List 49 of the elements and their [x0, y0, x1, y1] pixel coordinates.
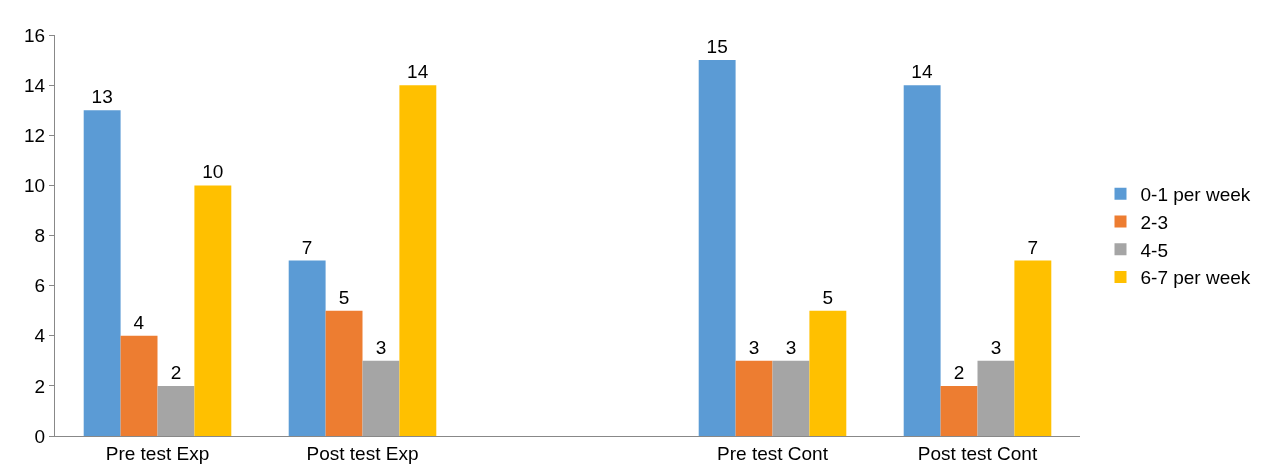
bar: [157, 385, 195, 436]
bar: [698, 60, 736, 436]
bar: [362, 360, 400, 436]
x-tick-label: Post test Exp: [306, 442, 419, 464]
data-label: 3: [990, 336, 1002, 358]
data-label: 4: [133, 311, 145, 333]
y-tick-label: 4: [34, 325, 46, 347]
legend-label: 0-1 per week: [1140, 184, 1251, 206]
data-label: 5: [338, 286, 350, 308]
data-label: 5: [822, 286, 834, 308]
y-tick-label: 14: [24, 74, 46, 96]
legend-label: 6-7 per week: [1140, 267, 1251, 289]
bar: [772, 360, 810, 436]
legend-label: 4-5: [1140, 239, 1168, 261]
x-tick-label: Pre test Exp: [105, 442, 210, 464]
bar: [903, 85, 941, 436]
bar: [288, 260, 326, 436]
data-label: 10: [202, 161, 224, 183]
bar: [120, 335, 158, 436]
data-label: 14: [911, 61, 933, 83]
bar: [940, 385, 978, 436]
data-label: 15: [706, 36, 728, 58]
legend-label: 2-3: [1140, 211, 1168, 233]
data-label: 3: [748, 336, 760, 358]
data-label: 7: [1027, 236, 1039, 258]
data-label: 14: [407, 61, 429, 83]
data-label: 13: [91, 86, 113, 108]
bar: [194, 185, 232, 436]
y-tick-label: 2: [34, 375, 46, 397]
data-label: 7: [301, 236, 313, 258]
x-tick-label: Post test Cont: [917, 442, 1038, 464]
bar: [809, 310, 847, 436]
bar: [399, 85, 437, 436]
y-tick-label: 12: [24, 124, 46, 146]
bar: [735, 360, 773, 436]
y-tick-label: 0: [34, 425, 46, 447]
bar: [977, 360, 1015, 436]
bar: [83, 110, 121, 436]
y-tick-label: 10: [24, 175, 46, 197]
data-label: 2: [170, 361, 182, 383]
bar: [325, 310, 363, 436]
y-tick-label: 6: [34, 275, 46, 297]
data-label: 2: [953, 361, 965, 383]
y-tick-label: 8: [34, 225, 46, 247]
x-tick-label: Pre test Cont: [717, 442, 829, 464]
data-label: 3: [375, 336, 387, 358]
data-label: 3: [785, 336, 797, 358]
bar: [1014, 260, 1052, 436]
y-tick-label: 16: [24, 24, 46, 46]
